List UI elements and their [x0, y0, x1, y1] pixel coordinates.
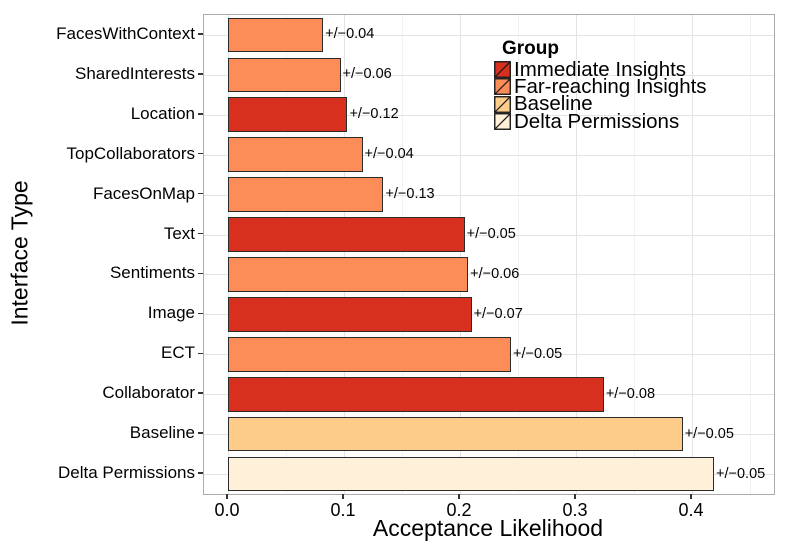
gridline-major	[460, 15, 461, 494]
y-tick-mark	[198, 392, 203, 394]
legend-row: Far-reaching Insights	[494, 76, 707, 96]
gridline-minor	[750, 15, 751, 494]
gridline-minor	[402, 15, 403, 494]
bar-sentiments	[228, 257, 469, 292]
bar-ect	[228, 336, 512, 372]
y-tick-mark	[198, 232, 203, 235]
y-tick-label: Baseline	[129, 423, 195, 443]
error-label: +/−0.05	[684, 425, 734, 442]
error-label: +/−0.08	[605, 385, 656, 402]
y-tick-label: SharedInterests	[74, 63, 195, 83]
bar-faceswithcontext	[228, 17, 324, 53]
x-tick-mark	[690, 494, 692, 499]
y-tick-mark	[198, 192, 203, 195]
legend-entry-label: Delta Permissions	[514, 109, 680, 133]
x-tick-mark	[226, 494, 228, 499]
legend-row: Baseline	[494, 94, 593, 114]
gridline-horizontal	[204, 194, 774, 196]
bar-collaborator	[228, 376, 604, 412]
y-tick-label: Delta Permissions	[58, 463, 195, 483]
x-tick-mark	[458, 494, 460, 499]
legend-row: Immediate Insights	[494, 59, 686, 79]
y-tick-mark	[198, 73, 203, 75]
gridline-major	[344, 15, 345, 494]
legend-title: Group	[502, 38, 559, 59]
error-label: +/−0.07	[473, 305, 523, 322]
y-tick-mark	[198, 432, 203, 434]
legend-entry-label: Far-reaching Insights	[514, 74, 707, 98]
bar-sharedinterests	[228, 57, 341, 93]
y-tick-mark	[198, 113, 203, 115]
bar-location	[228, 97, 348, 133]
y-axis-title: Interface Type	[6, 180, 33, 326]
error-label: +/−0.06	[342, 66, 392, 83]
gridline-minor	[518, 15, 519, 494]
gridline-major	[692, 15, 693, 494]
legend-entry-label: Immediate Insights	[514, 57, 687, 81]
y-tick-mark	[198, 352, 203, 355]
legend-key-swatch	[494, 95, 511, 113]
gridline-horizontal	[204, 234, 774, 236]
legend-entry-label: Baseline	[514, 92, 593, 116]
bar-topcollaborators	[228, 137, 363, 173]
legend-entries: Immediate Insights Far-reaching Insights B…	[494, 59, 707, 131]
x-tick-label: 0.4	[678, 500, 704, 520]
error-label: +/−0.13	[385, 186, 435, 203]
error-label: +/−0.04	[364, 146, 414, 163]
error-label: +/−0.12	[349, 106, 399, 123]
y-tick-label: Collaborator	[102, 383, 195, 403]
x-axis-title: Acceptance Likelihood	[372, 515, 604, 541]
legend-key-swatch	[494, 113, 511, 131]
y-tick-mark	[198, 472, 203, 474]
bar-baseline	[228, 416, 683, 452]
y-tick-mark	[198, 152, 203, 155]
y-tick-label: FacesWithContext	[56, 23, 195, 43]
gridline-minor	[634, 15, 635, 494]
legend-row: Delta Permissions	[494, 111, 679, 131]
y-tick-label: FacesOnMap	[92, 183, 195, 203]
legend-key-swatch	[494, 78, 511, 96]
y-tick-label: Sentiments	[109, 263, 195, 283]
error-label: +/−0.05	[716, 465, 766, 482]
error-label: +/−0.05	[466, 226, 516, 243]
x-tick-label: 0.0	[214, 500, 240, 520]
gridline-horizontal	[204, 274, 774, 276]
error-label: +/−0.05	[513, 345, 563, 362]
y-tick-label: Text	[163, 223, 195, 243]
y-tick-label: ECT	[161, 343, 195, 363]
x-tick-mark	[342, 494, 344, 499]
gridline-major	[576, 15, 577, 494]
bar-image	[228, 297, 472, 332]
x-tick-label: 0.1	[330, 500, 356, 520]
y-tick-label: Image	[147, 303, 195, 323]
plot-panel: +/−0.04 +/−0.06 +/−0.12 +/−0.04 +/−0.13 +/−0.…	[203, 14, 775, 495]
legend-key-swatch	[494, 61, 511, 78]
gridline-horizontal	[204, 74, 774, 76]
x-tick-mark	[574, 494, 576, 499]
gridline-major	[228, 15, 229, 494]
y-tick-mark	[198, 33, 203, 35]
gridline-horizontal	[204, 314, 774, 316]
gridline-horizontal	[204, 154, 774, 156]
legend: Group Immediate Insights Far-reaching Ins…	[494, 37, 707, 131]
error-label: +/−0.06	[470, 265, 520, 282]
x-tick-label: 0.2	[446, 500, 472, 520]
y-tick-label: Location	[130, 103, 195, 123]
gridline-horizontal	[204, 114, 774, 116]
y-tick-mark	[198, 272, 203, 275]
bar-text	[228, 217, 465, 252]
y-tick-label: TopCollaborators	[66, 143, 195, 163]
x-tick-label: 0.3	[562, 500, 588, 520]
gridline-horizontal	[204, 34, 774, 36]
gridline-minor	[286, 15, 287, 494]
bar-facesonmap	[228, 177, 384, 212]
error-label: +/−0.04	[325, 26, 375, 43]
y-tick-mark	[198, 312, 203, 315]
bar-delta-permissions	[228, 456, 715, 492]
